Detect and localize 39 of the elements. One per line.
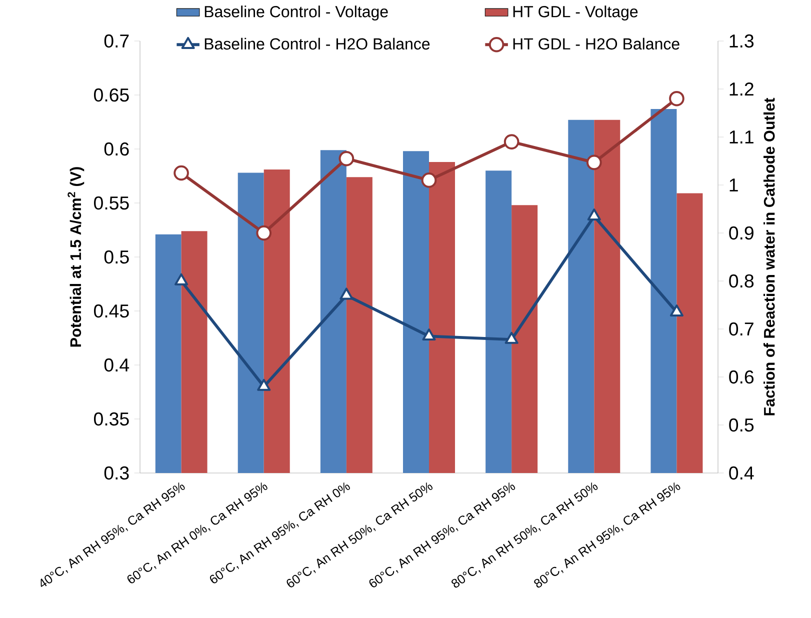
point — [504, 134, 520, 150]
y2-tick-label: 1.2 — [730, 82, 754, 96]
y2-tick-label: 0.8 — [729, 274, 754, 288]
legend-label: HT GDL - H2O Balance — [513, 38, 680, 50]
y-tick-label: 0.45 — [94, 304, 129, 318]
y2-tick-label: 0.5 — [729, 418, 754, 432]
y-tick-label: 0.5 — [104, 250, 129, 264]
y-tick-label: 0.6 — [104, 142, 129, 156]
y2-tick-label: 1 — [730, 178, 738, 192]
y2-tick-label: 0.9 — [729, 226, 754, 240]
y-tick-label: 0.35 — [94, 412, 129, 426]
y-tick-label: 0.7 — [104, 34, 129, 48]
y-axis-title: Potential at 1.5 A/cm$^{2}$ (V) — [68, 167, 84, 347]
y2-tick-label: 0.6 — [729, 370, 754, 384]
y2-tick-label: 1.3 — [730, 34, 754, 48]
point — [338, 150, 354, 166]
point — [340, 288, 354, 300]
point — [587, 208, 601, 221]
y-tick-label: 0.4 — [104, 358, 130, 372]
legend-label: Baseline Control - H2O Balance — [204, 38, 430, 50]
point — [504, 332, 518, 344]
point — [174, 273, 188, 286]
y-tick-label: 0.55 — [94, 196, 129, 210]
y2-tick-label: 0.7 — [729, 322, 754, 336]
y2-tick-label: 1.1 — [730, 130, 754, 144]
y2-axis-title: Faction of Reaction water in Cathode Outlet — [764, 98, 775, 416]
point — [669, 90, 684, 106]
legend-label: Baseline Control - Voltage — [204, 6, 388, 20]
point — [174, 165, 189, 181]
y-tick-label: 0.65 — [94, 88, 129, 102]
y-tick-label: 0.3 — [104, 466, 129, 480]
point — [257, 378, 271, 391]
y2-tick-label: 0.4 — [729, 466, 754, 480]
point — [421, 172, 437, 188]
point — [670, 304, 684, 317]
point — [256, 225, 272, 241]
point — [422, 328, 436, 341]
legend-label: HT GDL - Voltage — [513, 6, 638, 20]
point — [586, 154, 602, 170]
